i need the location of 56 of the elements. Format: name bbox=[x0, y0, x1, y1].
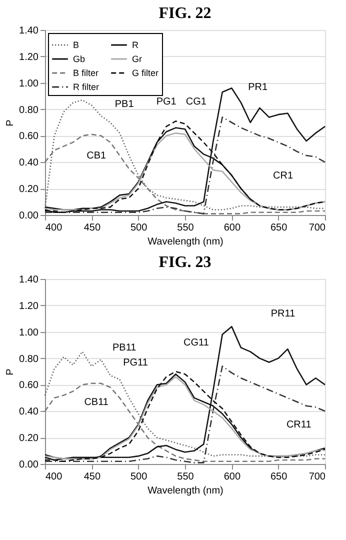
annotation: PG11 bbox=[123, 357, 148, 368]
x-tick-label: 600 bbox=[224, 222, 241, 234]
annotation: PB11 bbox=[112, 342, 137, 354]
annotation: CR11 bbox=[286, 419, 312, 430]
x-tick-label: 650 bbox=[270, 472, 288, 482]
annotation: PG1 bbox=[156, 96, 177, 108]
x-tick-label: 500 bbox=[130, 222, 148, 234]
y-tick-label: 0.80 bbox=[19, 354, 39, 365]
annotation: CB1 bbox=[86, 150, 106, 162]
y-axis-title: P bbox=[5, 368, 16, 376]
legend-label: B filter bbox=[73, 68, 99, 78]
y-tick-label: 0.20 bbox=[19, 184, 39, 196]
y-tick-label: 1.20 bbox=[19, 300, 39, 312]
y-tick-label: 0.20 bbox=[19, 433, 39, 444]
legend-label: R bbox=[132, 40, 139, 50]
chart-title: FIG. 23 bbox=[158, 254, 212, 271]
y-tick-label: 1.20 bbox=[19, 52, 39, 63]
x-axis-title: Wavelength (nm) bbox=[148, 236, 224, 248]
annotation: CR1 bbox=[272, 170, 294, 182]
x-tick-label: 400 bbox=[46, 472, 63, 482]
line-series bbox=[44, 326, 326, 461]
x-tick-label: 400 bbox=[46, 222, 63, 234]
y-tick-label: 0.00 bbox=[19, 210, 39, 222]
y-tick-label: 0.40 bbox=[19, 406, 39, 418]
x-tick-label: 550 bbox=[177, 222, 194, 234]
x-tick-label: 500 bbox=[130, 472, 148, 482]
annotation: CG1 bbox=[186, 96, 207, 108]
legend-label: R filter bbox=[73, 82, 100, 92]
annotation: CB11 bbox=[84, 396, 109, 408]
y-tick-label: 1.40 bbox=[19, 26, 39, 36]
y-tick-label: 0.60 bbox=[19, 131, 39, 142]
x-tick-label: 450 bbox=[84, 472, 101, 482]
x-axis-title: Wavelength (nm) bbox=[148, 486, 224, 496]
annotation: PR1 bbox=[248, 82, 268, 93]
y-tick-label: 0.40 bbox=[19, 158, 39, 169]
annotation: PB1 bbox=[114, 99, 134, 110]
legend-label: Gb bbox=[73, 54, 86, 64]
x-tick-label: 600 bbox=[224, 472, 241, 482]
x-tick-label: 700 bbox=[308, 472, 326, 482]
y-tick-label: 0.00 bbox=[19, 460, 39, 470]
chart-title: FIG. 22 bbox=[158, 5, 212, 22]
annotation: PR11 bbox=[270, 308, 296, 320]
y-tick-label: 1.40 bbox=[19, 274, 39, 286]
annotation: CG11 bbox=[184, 337, 210, 348]
x-tick-label: 550 bbox=[177, 472, 194, 482]
y-tick-label: 1.00 bbox=[19, 78, 39, 90]
y-axis-title: P bbox=[5, 119, 16, 126]
legend-label: B bbox=[73, 40, 80, 50]
x-tick-label: 700 bbox=[308, 222, 326, 234]
x-tick-label: 450 bbox=[84, 222, 101, 234]
x-tick-label: 650 bbox=[270, 222, 288, 234]
y-tick-label: 1.00 bbox=[19, 327, 39, 338]
legend-label: G filter bbox=[132, 68, 159, 78]
y-tick-label: 0.80 bbox=[19, 104, 39, 116]
legend-label: Gr bbox=[132, 54, 142, 64]
y-tick-label: 0.60 bbox=[19, 380, 39, 392]
